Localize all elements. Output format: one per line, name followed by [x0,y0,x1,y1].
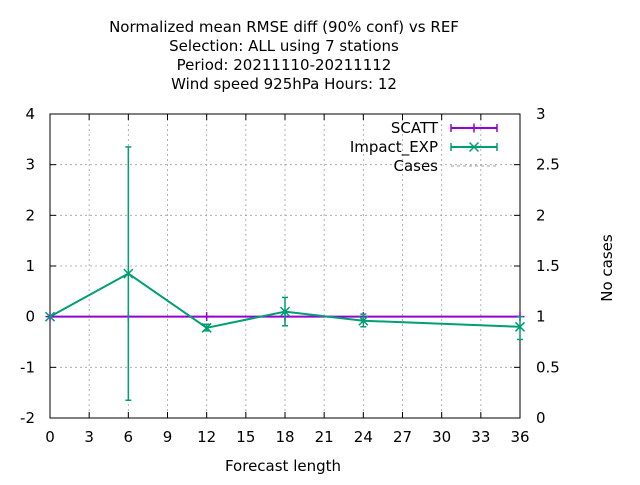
x-tick-label-12: 36 [510,428,529,446]
series-line-1 [49,272,521,329]
x-tick-label-10: 30 [432,428,451,446]
y-tick-label-3: 1 [25,257,35,275]
y2-tick-label-2: 1 [536,308,546,326]
title-line-3: Wind speed 925hPa Hours: 12 [171,75,397,93]
legend-marker-1 [468,141,480,153]
data-point-0-2 [202,312,212,322]
y-tick-label-2: 0 [25,308,35,326]
title-line-0: Normalized mean RMSE diff (90% conf) vs … [109,18,459,36]
data-point-1-3 [279,306,291,317]
legend-label-1: Impact_EXP [350,138,438,157]
y2-tick-label-5: 2.5 [536,156,560,174]
x-tick-label-8: 24 [354,428,373,446]
y2-tick-label-6: 3 [536,105,546,123]
title-line-1: Selection: ALL using 7 stations [169,37,399,55]
y2-tick-label-0: 0 [536,409,546,427]
data-point-1-0 [44,311,56,322]
x-tick-label-4: 12 [197,428,216,446]
x-tick-label-0: 0 [45,428,55,446]
y2-tick-label-1: 0.5 [536,358,560,376]
y2-tick-label-3: 1.5 [536,257,560,275]
chart-title: Normalized mean RMSE diff (90% conf) vs … [109,18,459,93]
title-line-2: Period: 20211110-20211112 [177,56,392,74]
x-tick-label-9: 27 [393,428,412,446]
data-point-1-5 [514,321,526,332]
x-tick-label-7: 21 [315,428,334,446]
axes: 0 3 6 9 12 15 18 21 24 27 30 33 36-2-10123400.511.52… [20,105,560,446]
x-tick-label-11: 33 [471,428,490,446]
y-tick-label-1: -1 [20,358,35,376]
y-tick-label-5: 3 [25,156,35,174]
x-tick-label-5: 15 [236,428,255,446]
y-tick-label-0: -2 [20,409,35,427]
x-tick-label-2: 6 [124,428,134,446]
y-tick-label-6: 4 [25,105,35,123]
series-1 [44,146,526,402]
x-axis-label: Forecast length [225,457,341,475]
x-tick-label-1: 3 [84,428,94,446]
y2-tick-label-4: 2 [536,206,546,224]
legend-label-2: Cases [393,157,438,175]
x-tick-label-6: 18 [275,428,294,446]
y-tick-label-4: 2 [25,206,35,224]
data-point-1-1 [123,268,134,279]
y2-axis-label: No cases [598,234,616,302]
plot-series [44,146,526,402]
legend-marker-0 [469,123,479,133]
x-tick-label-3: 9 [163,428,173,446]
grid [50,114,520,418]
legend-label-0: SCATT [391,119,439,137]
data-point-1-2 [201,322,212,333]
data-point-1-4 [358,315,369,326]
